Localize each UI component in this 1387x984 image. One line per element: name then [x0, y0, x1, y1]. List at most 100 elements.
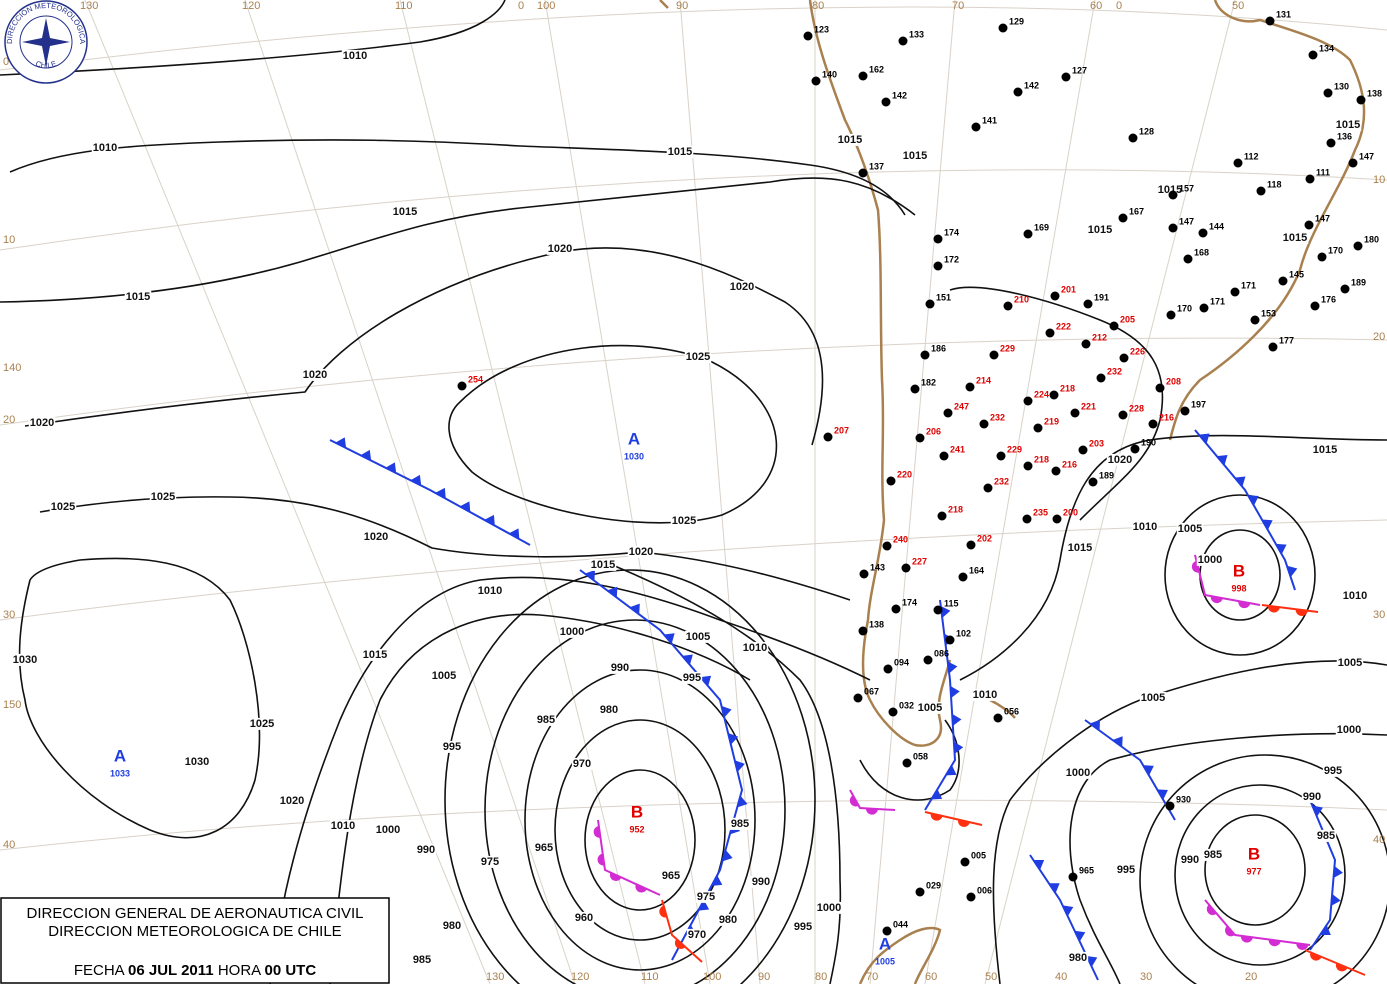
- station-marker: [891, 604, 901, 614]
- parallel: [0, 799, 1387, 851]
- isobar: [0, 177, 916, 303]
- isobar-label-bg: [91, 141, 119, 154]
- isobar-label: 1005: [1141, 692, 1165, 704]
- cold-front-symbol: [663, 633, 675, 644]
- isobar-label: 980: [443, 920, 461, 932]
- isobar-label-bg: [1066, 541, 1094, 554]
- cold-front-symbol: [484, 514, 495, 526]
- cold-front-symbol: [700, 675, 712, 687]
- isobar-label-bg: [362, 530, 390, 543]
- station-id: 190: [1141, 437, 1156, 447]
- station-id: 094: [894, 657, 909, 667]
- isobar-label-bg: [278, 794, 306, 807]
- station-id: 189: [1351, 277, 1366, 287]
- cold-front-symbol: [953, 741, 964, 754]
- station-id: 174: [944, 227, 959, 237]
- station-marker: [966, 540, 976, 550]
- station-id: 240: [893, 534, 908, 544]
- graticule-label: 10: [1373, 174, 1385, 186]
- isobar-label: 1025: [51, 501, 75, 513]
- warm-front-symbol: [1240, 935, 1253, 943]
- station-marker: [996, 451, 1006, 461]
- isobar-label-bg: [815, 901, 843, 914]
- station-id: 151: [936, 292, 951, 302]
- graticule-label: 130: [486, 971, 504, 983]
- isobar-label: 1010: [743, 642, 767, 654]
- center-letter: B: [1233, 561, 1245, 580]
- isobar-label: 985: [1317, 830, 1335, 842]
- station-marker: [945, 635, 955, 645]
- isobar-label-bg: [609, 661, 631, 674]
- station-marker: [1081, 339, 1091, 349]
- station-marker: [882, 926, 892, 936]
- isobar-label: 1010: [1343, 590, 1367, 602]
- center-value: 1033: [110, 768, 130, 778]
- isobar-label-bg: [627, 545, 655, 558]
- isobar-label: 1020: [1108, 454, 1132, 466]
- station-id: 965: [1079, 865, 1094, 875]
- station-id: 229: [1007, 444, 1022, 454]
- warm-front-symbol: [609, 872, 622, 881]
- graticule-label: 100: [703, 971, 721, 983]
- isobar-label-bg: [415, 843, 437, 856]
- cold-front-symbol: [1216, 454, 1228, 466]
- isobar-label-bg: [533, 841, 555, 854]
- isobar-label-bg: [1334, 118, 1362, 131]
- warm-front-symbol: [849, 795, 859, 807]
- isobar-label: 1010: [331, 820, 355, 832]
- isobar-label-bg: [149, 490, 177, 503]
- isobar-label: 975: [697, 891, 715, 903]
- isobar-label-bg: [441, 919, 463, 932]
- center-letter: A: [628, 429, 640, 448]
- graticule-label: 80: [815, 971, 827, 983]
- graticule-label: 30: [3, 609, 15, 621]
- center-value: 998: [1231, 583, 1246, 593]
- station-marker: [1199, 303, 1209, 313]
- station-marker: [989, 350, 999, 360]
- station-id: 141: [982, 115, 997, 125]
- isobar-label: 1005: [432, 670, 456, 682]
- station-marker: [881, 97, 891, 107]
- isobar-label: 1010: [343, 50, 367, 62]
- footer-line: DIRECCION GENERAL DE AERONAUTICA CIVIL: [26, 905, 363, 922]
- cold-front-symbol: [940, 605, 951, 618]
- cold-front-symbol: [335, 437, 347, 449]
- station-id: 216: [1062, 459, 1077, 469]
- station-marker: [803, 31, 813, 41]
- isobar-label: 985: [537, 714, 555, 726]
- isobar-label-bg: [666, 145, 694, 158]
- graticule-label: 20: [1245, 971, 1257, 983]
- cold-front-symbol: [1048, 883, 1060, 894]
- station-marker: [1045, 328, 1055, 338]
- station-id: 127: [1072, 65, 1087, 75]
- station-id: 136: [1337, 131, 1352, 141]
- station-id: 164: [969, 565, 984, 575]
- warm-front-symbol: [865, 808, 878, 815]
- graticule-label: 90: [676, 0, 688, 12]
- station-marker: [960, 857, 970, 867]
- station-marker: [1250, 315, 1260, 325]
- isobar: [992, 660, 1387, 984]
- station-id: 219: [1044, 416, 1059, 426]
- date: 06 JUL 2011: [128, 962, 214, 979]
- station-id: 058: [913, 751, 928, 761]
- station-id: 235: [1033, 507, 1048, 517]
- isobar-label: 1030: [13, 654, 37, 666]
- meridian: [869, 0, 956, 984]
- station-marker: [1049, 390, 1059, 400]
- isobar-label: 990: [611, 662, 629, 674]
- isobar-label-bg: [1131, 520, 1159, 533]
- isobar-label: 1010: [478, 585, 502, 597]
- footer-box: [0, 897, 390, 984]
- station-id: 147: [1315, 213, 1330, 223]
- station-marker: [1168, 223, 1178, 233]
- isobar: [959, 434, 1387, 681]
- logo-compass: [22, 18, 70, 66]
- cold-front-symbol: [410, 474, 422, 486]
- station-marker: [1198, 228, 1208, 238]
- station-id: 130: [1334, 81, 1349, 91]
- station-id: 133: [909, 29, 924, 39]
- graticule-label: 80: [812, 0, 824, 12]
